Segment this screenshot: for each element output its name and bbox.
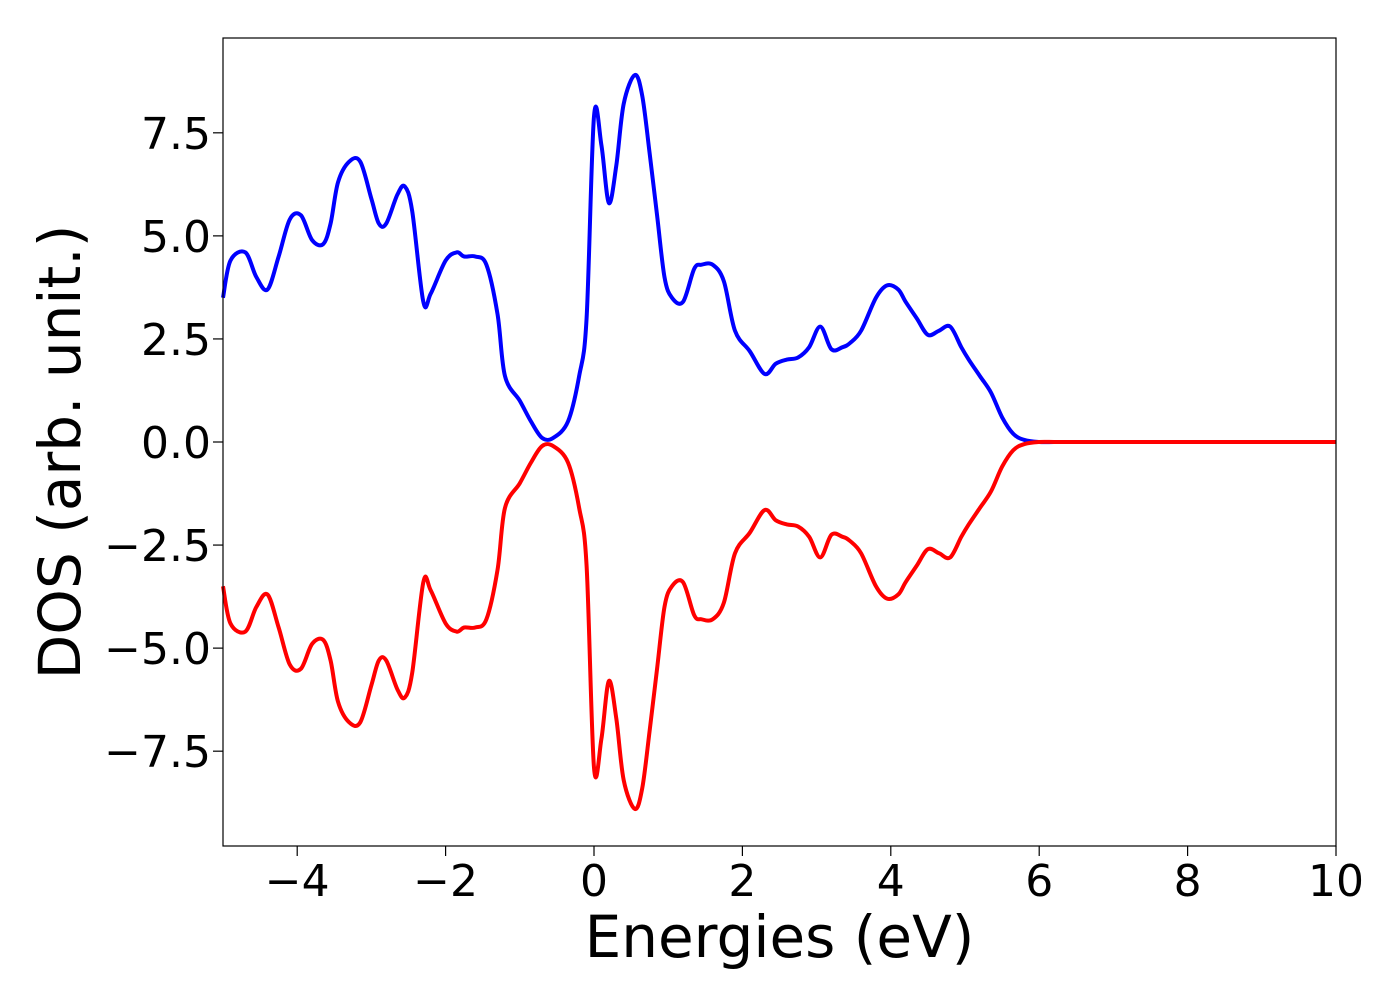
y-tick-label: 7.5 (141, 109, 211, 160)
x-tick-label: 2 (728, 856, 756, 907)
y-tick-label: −2.5 (104, 521, 211, 572)
x-tick-label: −2 (413, 856, 478, 907)
y-tick-label: −5.0 (104, 624, 211, 675)
x-axis-label: Energies (eV) (585, 903, 975, 971)
y-axis-label: DOS (arb. unit.) (26, 225, 94, 680)
y-tick-label: 5.0 (141, 212, 211, 263)
series-layer (221, 73, 1336, 811)
x-tick-label: −4 (265, 856, 330, 907)
x-tick-label: 0 (580, 856, 608, 907)
y-tick-label: 2.5 (141, 315, 211, 366)
y-tick-label: 0.0 (141, 418, 211, 469)
x-tick-label: 8 (1174, 856, 1202, 907)
y-axis-ticks: 7.5 5.0 2.5 0.0 −2.5 −5.0 −7.5 (104, 109, 223, 778)
y-tick-label: −7.5 (104, 727, 211, 778)
series-line-1 (221, 73, 1336, 445)
x-tick-label: 10 (1308, 856, 1364, 907)
x-axis-ticks: −4 −2 0 2 4 6 8 10 (265, 846, 1364, 907)
series-line-2 (221, 439, 1336, 811)
x-tick-label: 4 (877, 856, 905, 907)
x-tick-label: 6 (1025, 856, 1053, 907)
